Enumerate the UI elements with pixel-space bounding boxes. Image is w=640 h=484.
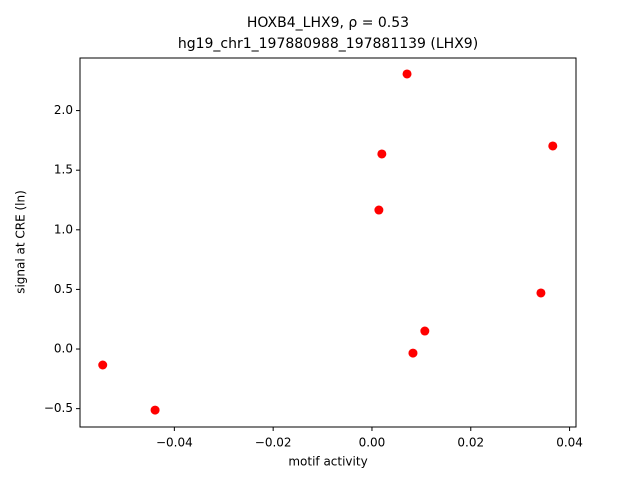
point [374, 205, 384, 215]
y-tick-label: 1.5 [54, 163, 73, 177]
x-axis-label: motif activity [288, 455, 367, 469]
x-tick-label: 0.02 [457, 436, 484, 450]
y-tick-label: 0.5 [54, 282, 73, 296]
y-tick-label: 1.0 [54, 222, 73, 236]
x-tick-label: −0.04 [156, 436, 193, 450]
x-tick-label: 0.00 [359, 436, 386, 450]
point [408, 348, 418, 358]
point [548, 141, 558, 151]
y-tick-label: −0.5 [44, 401, 73, 415]
point [98, 360, 108, 370]
chart-subtitle: hg19_chr1_197880988_197881139 (LHX9) [178, 36, 478, 52]
chart-title: HOXB4_LHX9, ρ = 0.53 [247, 15, 409, 31]
point [536, 288, 546, 298]
y-tick-label: 0.0 [54, 342, 73, 356]
y-axis-label: signal at CRE (ln) [14, 190, 28, 294]
x-tick-label: 0.04 [556, 436, 583, 450]
point [420, 326, 430, 336]
point [377, 149, 387, 159]
y-tick-label: 2.0 [54, 103, 73, 117]
point [402, 69, 412, 79]
x-tick-label: −0.02 [255, 436, 292, 450]
plot-frame [79, 57, 577, 428]
point [150, 405, 160, 415]
